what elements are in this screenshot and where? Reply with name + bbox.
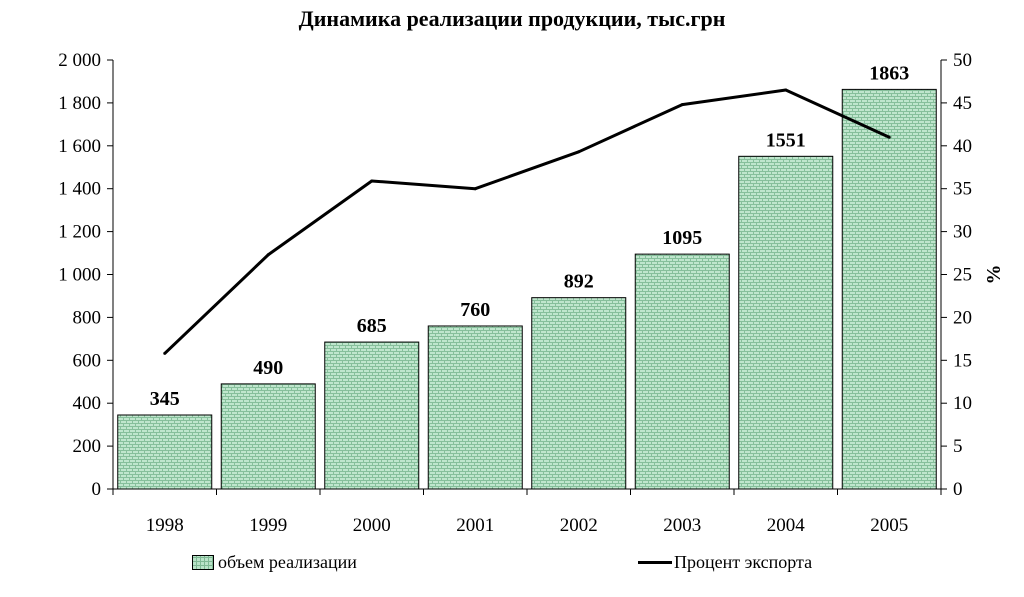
y-right-tick-label: 20 bbox=[953, 307, 972, 328]
y-left-tick-label: 2 000 bbox=[58, 50, 101, 71]
bar bbox=[220, 383, 316, 490]
line-point bbox=[680, 103, 684, 107]
line-point bbox=[266, 253, 270, 257]
y-left-tick-label: 200 bbox=[73, 436, 102, 457]
x-tick-label: 2002 bbox=[560, 515, 598, 536]
bar bbox=[841, 88, 937, 490]
line-point bbox=[163, 351, 167, 355]
x-tick-label: 2001 bbox=[456, 515, 494, 536]
line-point bbox=[473, 187, 477, 191]
y-left-tick-label: 800 bbox=[73, 307, 102, 328]
y-left-tick-label: 1 400 bbox=[58, 179, 101, 200]
y-left-tick-label: 1 000 bbox=[58, 265, 101, 286]
y-right-tick-label: 0 bbox=[953, 479, 963, 500]
chart-title: Динамика реализации продукции, тыс.грн bbox=[298, 6, 726, 31]
bar-value-label: 1551 bbox=[766, 129, 806, 151]
y-right-tick-label: 5 bbox=[953, 436, 963, 457]
line-point bbox=[784, 88, 788, 92]
y-left-tick-label: 1 600 bbox=[58, 136, 101, 157]
x-tick-label: 2000 bbox=[353, 515, 391, 536]
y-left-tick-label: 0 bbox=[92, 479, 102, 500]
x-tick-label: 1998 bbox=[146, 515, 184, 536]
y-right-axis-label: % bbox=[983, 265, 1005, 285]
bar bbox=[324, 341, 420, 490]
bar-value-label: 892 bbox=[564, 271, 594, 293]
y-right-tick-label: 50 bbox=[953, 50, 972, 71]
x-tick-label: 1999 bbox=[249, 515, 287, 536]
bar bbox=[117, 414, 213, 490]
bar-value-label: 1095 bbox=[662, 227, 702, 249]
x-tick-label: 2003 bbox=[663, 515, 701, 536]
line-point bbox=[887, 135, 891, 139]
y-right-tick-label: 40 bbox=[953, 136, 972, 157]
export-percent-line bbox=[163, 88, 890, 355]
legend-swatch-bars bbox=[192, 555, 214, 570]
line-point bbox=[577, 150, 581, 154]
y-left-tick-label: 1 200 bbox=[58, 222, 101, 243]
y-left-tick-label: 600 bbox=[73, 350, 102, 371]
y-right-tick-label: 45 bbox=[953, 93, 972, 114]
legend-label-bars: объем реализации bbox=[218, 552, 357, 572]
y-right-tick-label: 15 bbox=[953, 350, 972, 371]
line-point bbox=[370, 179, 374, 183]
y-left-tick-label: 1 800 bbox=[58, 93, 101, 114]
y-right-tick-label: 35 bbox=[953, 179, 972, 200]
bar bbox=[427, 325, 523, 490]
bar-value-label: 685 bbox=[357, 315, 387, 337]
bar-value-label: 1863 bbox=[869, 62, 909, 84]
bar-value-label: 490 bbox=[253, 357, 283, 379]
legend-item-bars: объем реализации bbox=[192, 552, 357, 573]
legend-item-line: Процент экспорта bbox=[638, 552, 812, 573]
x-tick-label: 2004 bbox=[767, 515, 806, 536]
bar-value-label: 345 bbox=[150, 388, 180, 410]
bar bbox=[531, 297, 627, 490]
legend-swatch-line bbox=[638, 561, 672, 564]
bar bbox=[738, 155, 834, 490]
y-right-tick-label: 30 bbox=[953, 222, 972, 243]
bar-value-label: 760 bbox=[460, 299, 490, 321]
bar bbox=[634, 253, 730, 490]
y-right-tick-label: 10 bbox=[953, 393, 972, 414]
legend-label-line: Процент экспорта bbox=[674, 552, 813, 572]
y-right-tick-label: 25 bbox=[953, 265, 972, 286]
x-tick-label: 2005 bbox=[870, 515, 908, 536]
y-left-tick-label: 400 bbox=[73, 393, 102, 414]
